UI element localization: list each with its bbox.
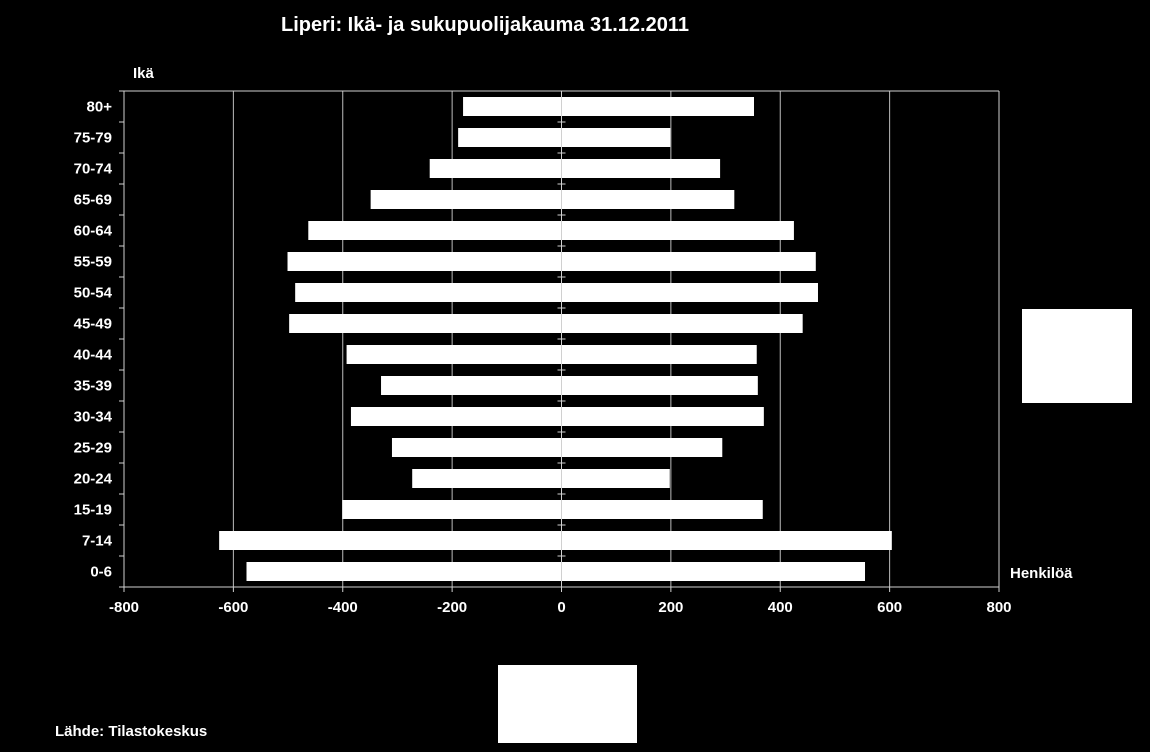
- bar-left-15-19: [342, 500, 562, 519]
- category-label: 80+: [87, 99, 113, 116]
- bar-left-50-54: [295, 283, 562, 302]
- bar-right-20-24: [561, 469, 670, 488]
- bar-left-45-49: [289, 314, 562, 333]
- bar-right-70-74: [561, 159, 721, 178]
- category-label: 45-49: [74, 316, 112, 333]
- category-label: 0-6: [90, 564, 112, 581]
- x-tick-label: 200: [658, 599, 683, 616]
- category-label: 7-14: [82, 533, 113, 550]
- x-tick-label: -400: [328, 599, 358, 616]
- category-label: 65-69: [74, 192, 112, 209]
- bar-right-0-6: [561, 562, 866, 581]
- footer-image-box: [498, 665, 637, 743]
- bar-right-40-44: [561, 345, 757, 364]
- x-tick-label: 0: [557, 599, 565, 616]
- bar-left-25-29: [391, 438, 562, 457]
- x-tick-label: 600: [877, 599, 902, 616]
- category-labels: 0-6 7-14 15-19 20-24 25-29 30-34 35-39 40-44 45-…: [74, 99, 113, 581]
- bar-left-0-6: [246, 562, 562, 581]
- bar-right-35-39: [561, 376, 758, 395]
- bars: [219, 97, 892, 581]
- bar-left-70-74: [429, 159, 562, 178]
- category-label: 55-59: [74, 254, 112, 271]
- category-label: 50-54: [74, 285, 113, 302]
- bar-right-75-79: [561, 128, 671, 147]
- chart-title: Liperi: Ikä- ja sukupuolijakauma 31.12.2…: [281, 14, 689, 36]
- bar-right-7-14: [561, 531, 892, 550]
- bar-right-60-64: [561, 221, 794, 240]
- bar-right-30-34: [561, 407, 764, 426]
- source-note: Lähde: Tilastokeskus: [55, 723, 207, 740]
- x-tick-label: 400: [768, 599, 793, 616]
- category-label: 70-74: [74, 161, 113, 178]
- bar-right-65-69: [561, 190, 735, 209]
- x-tick-label: 800: [986, 599, 1011, 616]
- category-label: 35-39: [74, 378, 112, 395]
- category-label: 25-29: [74, 440, 112, 457]
- bar-right-45-49: [561, 314, 803, 333]
- bar-left-35-39: [381, 376, 562, 395]
- bar-right-80+: [561, 97, 754, 116]
- bar-left-80+: [463, 97, 562, 116]
- category-label: 15-19: [74, 502, 112, 519]
- category-label: 20-24: [74, 471, 113, 488]
- x-tick-labels: -800 -600 -400 -200 0 200 400 600 800: [109, 599, 1012, 616]
- bar-left-65-69: [370, 190, 562, 209]
- category-label: 75-79: [74, 130, 112, 147]
- x-tick-label: -600: [218, 599, 248, 616]
- bar-right-55-59: [561, 252, 816, 271]
- x-axis-label: Henkilöä: [1010, 565, 1073, 582]
- bar-left-7-14: [219, 531, 562, 550]
- bar-right-15-19: [561, 500, 763, 519]
- category-label: 40-44: [74, 347, 113, 364]
- y-axis-label: Ikä: [133, 65, 155, 82]
- category-label: 30-34: [74, 409, 113, 426]
- bar-right-50-54: [561, 283, 818, 302]
- bar-left-75-79: [458, 128, 562, 147]
- bar-right-25-29: [561, 438, 723, 457]
- axes: [119, 90, 1000, 592]
- category-label: 60-64: [74, 223, 113, 240]
- bar-left-60-64: [308, 221, 562, 240]
- legend-box: [1022, 309, 1132, 403]
- bar-left-40-44: [346, 345, 562, 364]
- x-tick-label: -200: [437, 599, 467, 616]
- bar-left-20-24: [412, 469, 562, 488]
- bar-left-30-34: [350, 407, 562, 426]
- bar-left-55-59: [287, 252, 562, 271]
- x-tick-label: -800: [109, 599, 139, 616]
